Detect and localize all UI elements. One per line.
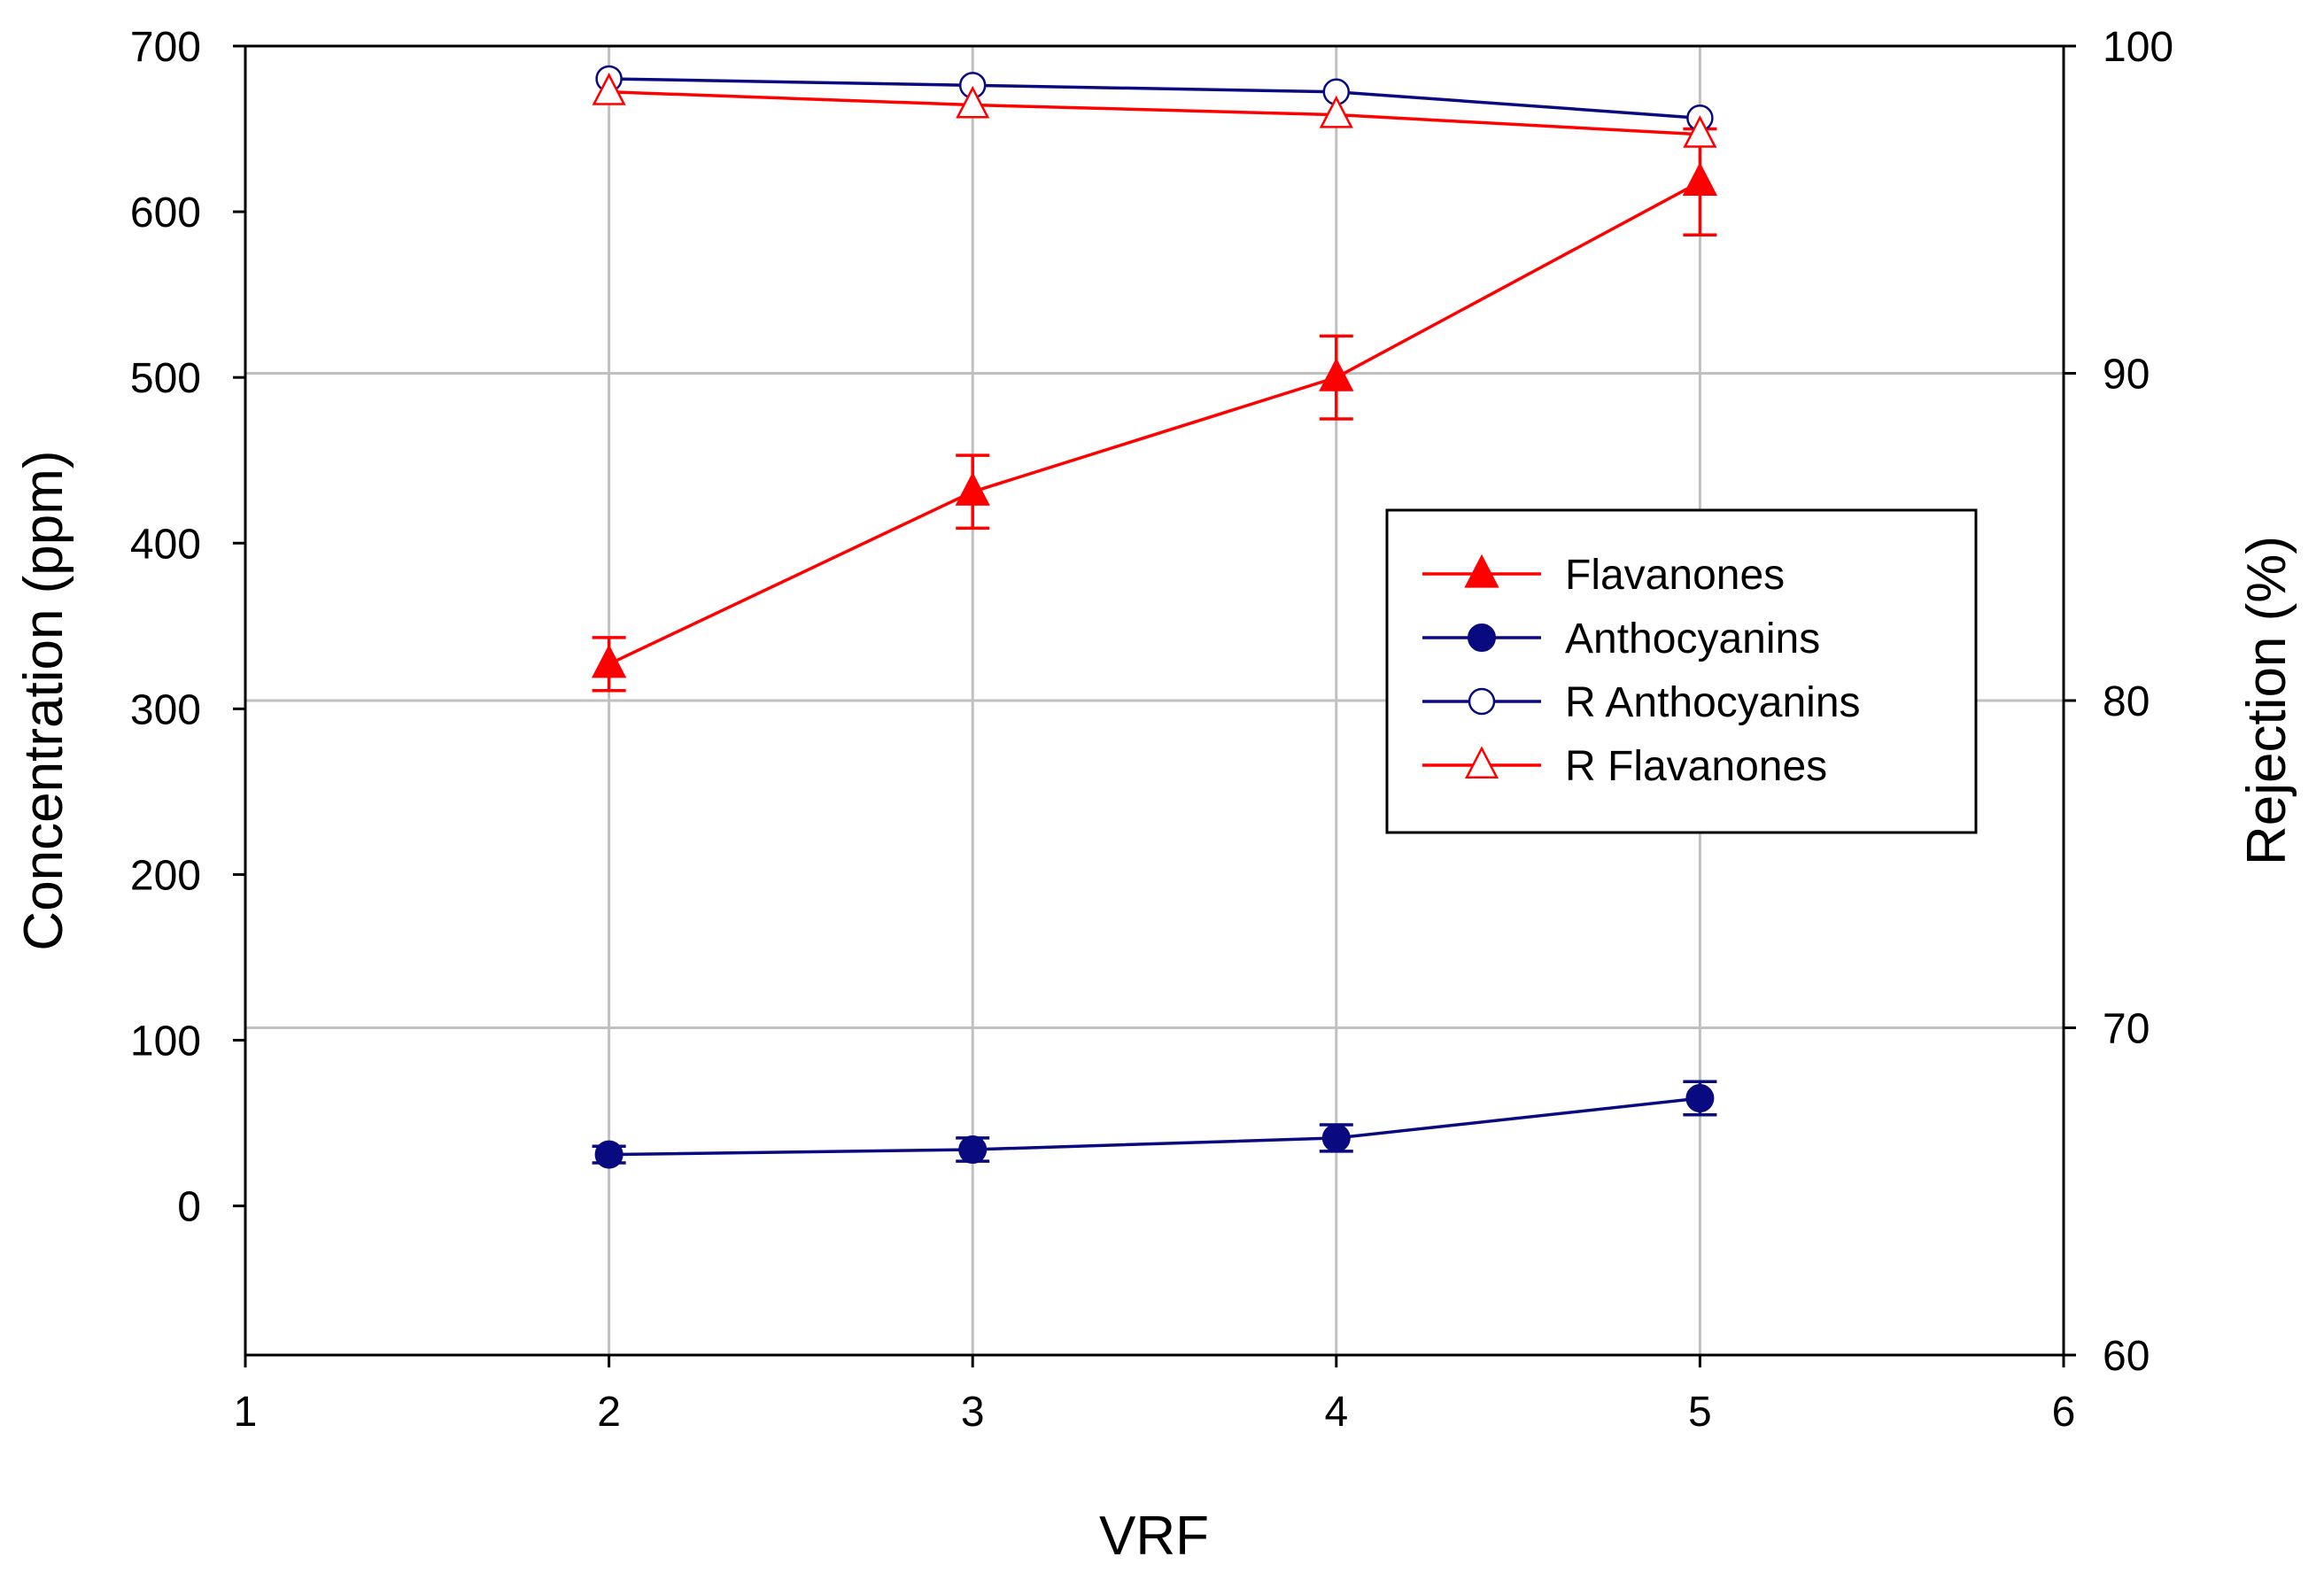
y2-axis-label: Rejection (%) xyxy=(2236,536,2297,865)
y2-tick-label: 100 xyxy=(2103,24,2173,71)
series-anthocyanins xyxy=(592,1080,1717,1169)
x-tick-label: 1 xyxy=(234,1389,258,1436)
grid-layer xyxy=(245,46,2064,1355)
y-tick-label: 400 xyxy=(130,521,201,568)
legend-marker xyxy=(1468,687,1496,716)
data-point xyxy=(1319,95,1353,128)
y-tick-label: 100 xyxy=(130,1018,201,1065)
data-point xyxy=(1682,162,1718,196)
data-point xyxy=(1319,357,1354,391)
x-axis-label: VRF xyxy=(1099,1506,1209,1567)
data-point xyxy=(1683,115,1717,148)
y-tick-label: 200 xyxy=(130,852,201,899)
legend-label: Anthocyanins xyxy=(1565,616,1820,662)
legend-entry: R Anthocyanins xyxy=(1422,679,1861,726)
y-tick-label: 500 xyxy=(130,355,201,402)
legend-entries: Flavanones Anthocyanins R Anthocyanins R Fl… xyxy=(1422,552,1861,790)
series-line xyxy=(608,77,1700,120)
y2-tick-label: 70 xyxy=(2103,1006,2150,1053)
legend-marker xyxy=(1464,746,1499,779)
y-tick-label: 0 xyxy=(177,1184,201,1231)
series-line xyxy=(608,1096,1700,1157)
series-layer xyxy=(591,65,1718,1169)
series-flavanones xyxy=(591,127,1718,693)
legend-marker xyxy=(1464,554,1499,588)
data-point xyxy=(1685,1084,1715,1113)
legend-label: Flavanones xyxy=(1565,552,1785,599)
legend-label: R Flavanones xyxy=(1565,743,1827,790)
y-tick-label: 600 xyxy=(130,190,201,236)
legend-entry: Flavanones xyxy=(1422,552,1785,599)
series-line xyxy=(608,89,1700,136)
data-point xyxy=(955,472,990,506)
series-line xyxy=(608,180,1701,666)
series-r-flavanones xyxy=(592,73,1717,148)
y2-tick-label: 90 xyxy=(2103,352,2150,399)
legend-label: R Anthocyanins xyxy=(1565,679,1861,726)
y2-tick-label: 60 xyxy=(2103,1333,2150,1380)
legend-entry: R Flavanones xyxy=(1422,743,1827,790)
data-point xyxy=(594,1140,624,1169)
data-point xyxy=(592,73,626,105)
data-point xyxy=(956,85,990,119)
x-tick-label: 2 xyxy=(597,1389,621,1436)
data-point xyxy=(958,1135,988,1165)
x-tick-label: 6 xyxy=(2052,1389,2076,1436)
legend: Flavanones Anthocyanins R Anthocyanins R Fl… xyxy=(1385,508,1978,834)
y2-tick-label: 80 xyxy=(2103,678,2150,725)
data-point xyxy=(591,644,627,678)
y-tick-label: 300 xyxy=(130,686,201,733)
x-tick-label: 3 xyxy=(961,1389,985,1436)
x-tick-label: 5 xyxy=(1688,1389,1712,1436)
y-axis-label: Concentration (ppm) xyxy=(13,450,74,950)
legend-entry: Anthocyanins xyxy=(1422,616,1820,662)
data-point xyxy=(1321,1123,1351,1152)
y-tick-label: 700 xyxy=(130,24,201,71)
x-tick-label: 4 xyxy=(1324,1389,1348,1436)
legend-marker xyxy=(1468,623,1496,652)
